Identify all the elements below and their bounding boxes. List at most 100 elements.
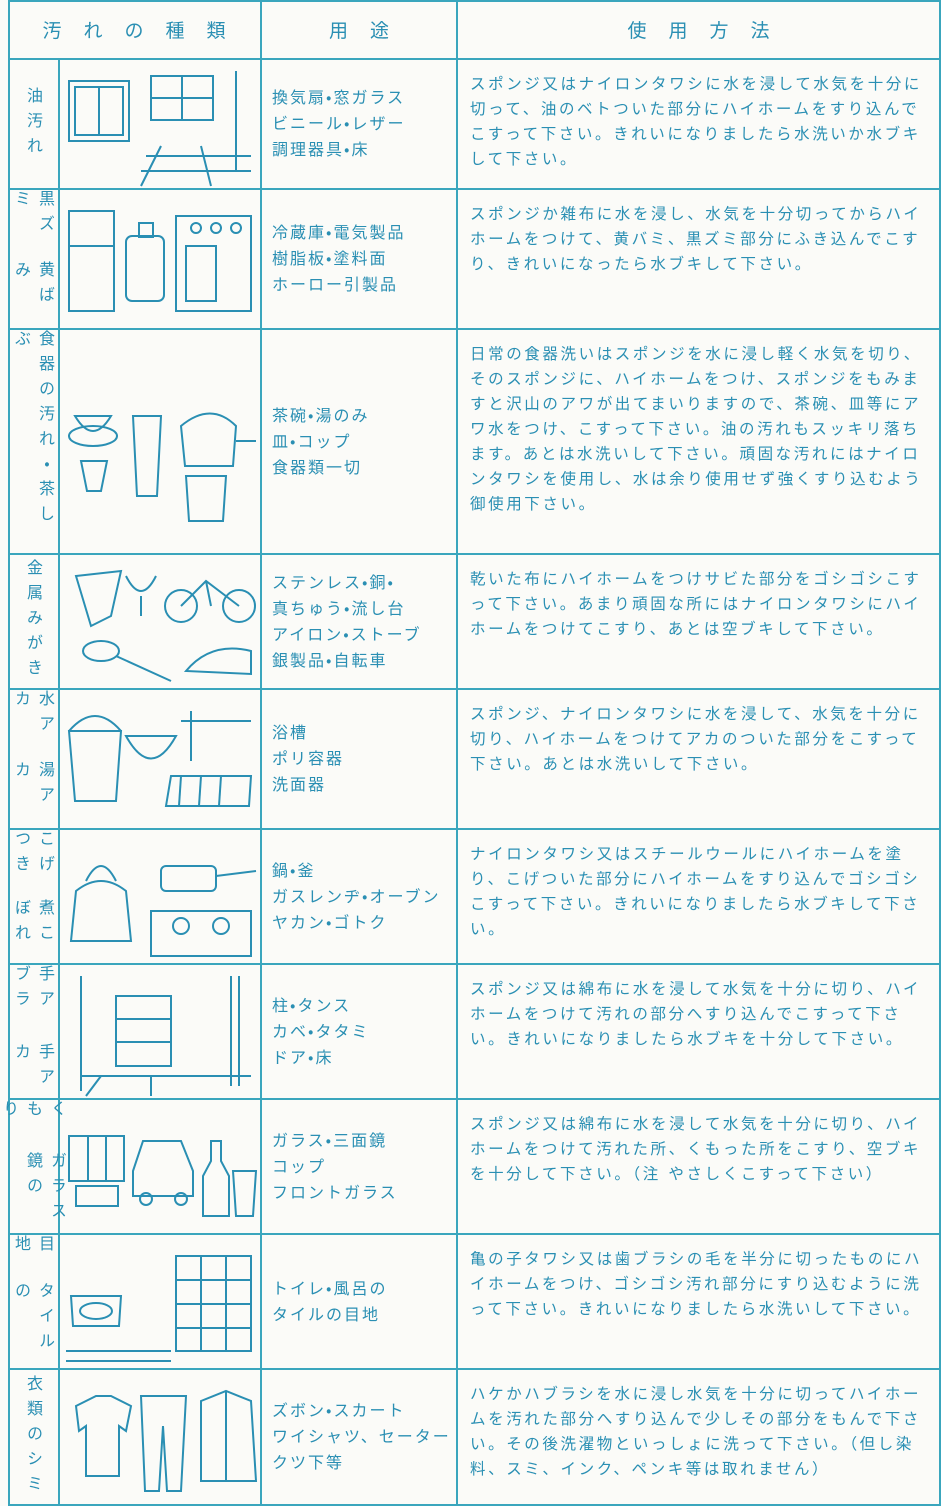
illustration-cell [60, 1370, 262, 1506]
uses-cell: 換気扇・窓ガラス ビニール・レザー 調理器具・床 [262, 60, 458, 190]
header-text: 汚れの種類 [42, 19, 248, 42]
header-cell: 使用方法 [458, 0, 941, 60]
stain-label: 油汚れ [21, 87, 45, 162]
method-cell: スポンジ、ナイロンタワシに水を浸して、水気を十分に切り、ハイホームをつけてアカの… [458, 690, 941, 830]
use-line: 皿・コップ [272, 431, 352, 451]
header-cell: 用途 [262, 0, 458, 60]
use-line: ポリ容器 [272, 749, 345, 768]
stain-cell: 衣類のシミ [8, 1370, 60, 1506]
use-line: 銀製品・自転車 [272, 650, 388, 670]
method-text: ナイロンタワシ又はスチールウールにハイホームを塗り、こげついた部分にハイホームを… [470, 845, 921, 938]
uses-cell: 茶碗・湯のみ 皿・コップ 食器類一切 [262, 330, 458, 555]
stain-cell: こげつき 煮こぼれ [8, 830, 60, 965]
use-line: ステンレス・銅・ [272, 572, 395, 592]
use-line: 洗面器 [272, 775, 327, 794]
method-cell: 乾いた布にハイホームをつけサビた部分をゴシゴシこすって下さい。あまり頑固な所には… [458, 555, 941, 690]
uses-cell: 鍋・釜ガスレンヂ・オーブン ヤカン・ゴトク [262, 830, 458, 965]
illustration-cell [60, 1235, 262, 1370]
use-line: ガラス・三面鏡 [272, 1130, 388, 1150]
use-line: ビニール・レザー [272, 114, 406, 133]
stain-label: 水アカ 湯アカ [9, 690, 57, 828]
use-line: 浴槽 [272, 723, 309, 742]
method-cell: 亀の子タワシ又は歯ブラシの毛を半分に切ったものにハイホームをつけ、ゴシゴシ汚れ部… [458, 1235, 941, 1370]
uses-cell: 冷蔵庫・電気製品 樹脂板・塗料面 ホーロー引製品 [262, 190, 458, 330]
header-text: 使用方法 [627, 19, 792, 42]
use-line: カベ・タタミ [272, 1021, 370, 1041]
method-cell: スポンジ又はナイロンタワシに水を浸して水気を十分に切って、油のベトついた部分にハ… [458, 60, 941, 190]
use-line: クツ下等 [272, 1453, 345, 1472]
illustration [67, 711, 253, 807]
illustration [74, 1389, 258, 1492]
method-text: ハケかハブラシを水に浸し水気を十分に切ってハイホームを汚れた部分へすり込んで少し… [470, 1385, 922, 1478]
use-line: ヤカン・ゴトク [272, 912, 388, 932]
stain-text: くもり [0, 1100, 67, 1125]
use-line: ホーロー引製品 [272, 275, 399, 294]
stain-text: 手アブラ [12, 965, 55, 1015]
stain-text: 黄ばみ [12, 261, 55, 311]
method-cell: スポンジ又は綿布に水を浸して水気を十分に切り、ハイホームをつけて汚れの部分へすり… [458, 965, 941, 1100]
illustration-cell [60, 190, 262, 330]
header-cell: 汚れの種類 [8, 0, 262, 60]
stain-label: 金属みがき [21, 559, 45, 684]
uses-cell: トイレ・風呂の タイルの目地 [262, 1235, 458, 1370]
use-line: タイルの目地 [272, 1304, 381, 1324]
use-line: 鍋・釜 [272, 860, 316, 880]
use-line: ワイシャツ、セーター [272, 1427, 451, 1446]
stain-cell: 黒ズミ 黄ばみ [8, 190, 60, 330]
illustration-cell [60, 690, 262, 830]
use-line: ガスレンヂ・オーブン [272, 886, 441, 906]
stain-text: 水アカ [12, 690, 55, 740]
use-line: 茶碗・湯のみ [272, 405, 370, 425]
illustration [74, 569, 256, 682]
method-text: 乾いた布にハイホームをつけサビた部分をゴシゴシこすって下さい。あまり頑固な所には… [470, 570, 922, 638]
stain-cell: 金属みがき [8, 555, 60, 690]
use-line: 柱・タンス [272, 995, 352, 1015]
illustration [68, 71, 251, 187]
illustration-cell [60, 555, 262, 690]
illustration [69, 865, 257, 957]
stain-text: 食器の汚れ・茶しぶ [12, 330, 55, 530]
use-line: 樹脂板・塗料面 [272, 249, 388, 268]
stain-text: 黒ズミ [12, 190, 55, 240]
use-line: 真ちゅう・流し台 [272, 598, 406, 618]
method-text: スポンジ又はナイロンタワシに水を浸して水気を十分に切って、油のベトついた部分にハ… [470, 75, 923, 168]
stain-label: 手アブラ 手アカ [9, 965, 57, 1098]
use-line: ドア・床 [272, 1047, 334, 1067]
illustration-cell [60, 1100, 262, 1235]
stain-cell: 手アブラ 手アカ [8, 965, 60, 1100]
stain-cell: 水アカ 湯アカ [8, 690, 60, 830]
stain-cell: 食器の汚れ・茶しぶ [8, 330, 60, 555]
stain-label: 黒ズミ 黄ばみ [9, 190, 57, 328]
stain-label: 食器の汚れ・茶しぶ [9, 330, 57, 553]
method-text: スポンジ又は綿布に水を浸して水気を十分に切り、ハイホームをつけて汚れの部分へすり… [470, 980, 922, 1048]
header-text: 用途 [328, 19, 411, 42]
stain-cell: くもりガラス鏡の [0, 1100, 67, 1235]
stain-label: くもりガラス鏡の [0, 1100, 69, 1233]
stain-text: 手アカ [12, 1042, 55, 1093]
uses-cell: ステンレス・銅・ 真ちゅう・流し台 アイロン・ストーブ 銀製品・自転車 [262, 555, 458, 690]
use-line: コップ [272, 1156, 327, 1176]
uses-cell: ガラス・三面鏡 コップフロントガラス [262, 1100, 458, 1235]
illustration [80, 976, 251, 1097]
method-cell: スポンジか雑布に水を浸し、水気を十分切ってからハイホームをつけて、黄バミ、黒ズミ… [458, 190, 941, 330]
method-text: 日常の食器洗いはスポンジを水に浸し軽く水気を切り、そのスポンジに、ハイホームをつ… [470, 345, 923, 513]
method-text: スポンジ又は綿布に水を浸して水気を十分に切り、ハイホームをつけて汚れた所、くもっ… [470, 1115, 922, 1183]
stain-text: 湯アカ [12, 761, 55, 811]
stain-text: タイルの [12, 1282, 55, 1357]
use-line: 調理器具・床 [272, 140, 370, 159]
uses-cell: ズボン・スカートワイシャツ、セーター クツ下等 [262, 1370, 458, 1506]
stain-text: 目地 [12, 1235, 55, 1260]
method-cell: 日常の食器洗いはスポンジを水に浸し軽く水気を切り、そのスポンジに、ハイホームをつ… [458, 330, 941, 555]
stain-text: 煮こぼれ [12, 898, 55, 949]
use-line: ズボン・スカート [272, 1401, 406, 1420]
use-line: トイレ・風呂の [272, 1278, 388, 1298]
use-line: 換気扇・窓ガラス [272, 88, 406, 107]
use-line: フロントガラス [272, 1182, 398, 1202]
uses-cell: 柱・タンスカベ・タタミ ドア・床 [262, 965, 458, 1100]
stain-text: 衣類のシミ [24, 1374, 43, 1500]
stain-text: ガラス鏡の [24, 1152, 67, 1228]
use-line: アイロン・ストーブ [272, 624, 422, 644]
table-frame [8, 0, 941, 1506]
illustration-cell [60, 330, 262, 555]
